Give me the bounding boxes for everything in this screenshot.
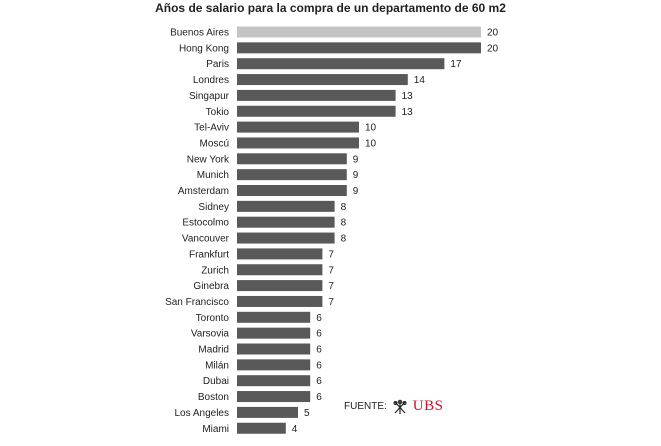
category-label-buenos-aires: Buenos Aires	[170, 28, 229, 39]
value-label-frankfurt: 7	[328, 249, 334, 260]
category-label-toronto: Toronto	[196, 313, 230, 324]
bar-londres	[237, 74, 408, 86]
category-label-ginebra: Ginebra	[193, 281, 229, 292]
category-label-san-francisco: San Francisco	[165, 297, 229, 308]
value-label-varsovia: 6	[316, 329, 322, 340]
bar-varsovia	[237, 327, 311, 339]
bar-amsterdam	[237, 185, 347, 196]
category-label-miami: Miami	[202, 424, 229, 435]
category-label-new-york: New York	[187, 154, 230, 165]
bar-sidney	[237, 200, 335, 212]
bar-madrid	[237, 343, 311, 355]
value-label-miami: 4	[292, 424, 298, 435]
bar-ginebra	[237, 280, 323, 292]
value-label-singapur: 13	[402, 91, 414, 102]
category-label-moscu: Moscú	[200, 138, 229, 149]
value-label-dubai: 6	[316, 376, 322, 387]
value-label-moscu: 10	[365, 138, 377, 149]
value-label-new-york: 9	[353, 154, 359, 165]
source-label: FUENTE:	[344, 401, 387, 412]
bar-buenos-aires	[237, 26, 481, 38]
value-label-boston: 6	[316, 392, 322, 403]
category-label-milan: Milán	[205, 360, 229, 371]
category-label-madrid: Madrid	[198, 345, 229, 356]
category-label-paris: Paris	[206, 59, 229, 70]
value-label-toronto: 6	[316, 313, 322, 324]
bar-frankfurt	[237, 248, 323, 260]
bar-los-angeles	[237, 406, 298, 418]
value-label-buenos-aires: 20	[487, 28, 499, 39]
bar-singapur	[237, 89, 396, 101]
bar-tokio	[237, 105, 396, 117]
value-label-estocolmo: 8	[341, 218, 347, 229]
category-label-frankfurt: Frankfurt	[189, 249, 229, 260]
bar-estocolmo	[237, 216, 335, 228]
category-label-los-angeles: Los Angeles	[175, 408, 230, 419]
bars-layer: Buenos Aires 20 Hong Kong 20 Paris 17 Londres 1…	[165, 26, 499, 435]
bar-hong-kong	[237, 42, 481, 54]
value-label-san-francisco: 7	[328, 297, 334, 308]
bar-munich	[237, 169, 347, 181]
value-label-vancouver: 8	[341, 234, 347, 245]
category-label-zurich: Zurich	[201, 265, 229, 276]
bar-san-francisco	[237, 295, 323, 307]
category-label-tokio: Tokio	[206, 107, 230, 118]
value-label-sidney: 8	[341, 202, 347, 213]
ubs-keys-icon	[393, 399, 407, 414]
value-label-amsterdam: 9	[353, 186, 359, 197]
category-label-boston: Boston	[198, 392, 229, 403]
category-label-varsovia: Varsovia	[191, 329, 230, 340]
value-label-los-angeles: 5	[304, 408, 310, 419]
value-label-ginebra: 7	[328, 281, 334, 292]
value-label-munich: 9	[353, 170, 359, 181]
category-label-amsterdam: Amsterdam	[178, 186, 229, 197]
value-label-milan: 6	[316, 360, 322, 371]
value-label-madrid: 6	[316, 345, 322, 356]
category-label-tel-aviv: Tel-Aviv	[194, 123, 229, 134]
bar-miami	[237, 422, 286, 434]
chart-title: Años de salario para la compra de un dep…	[155, 1, 506, 15]
value-label-hong-kong: 20	[487, 43, 499, 54]
source-credit: FUENTE: UBS	[344, 398, 443, 415]
bar-milan	[237, 359, 311, 371]
category-label-londres: Londres	[193, 75, 229, 86]
category-label-sidney: Sidney	[198, 202, 229, 213]
ubs-logo-text: UBS	[412, 398, 444, 414]
bar-zurich	[237, 264, 323, 276]
category-label-singapur: Singapur	[189, 91, 230, 102]
bar-vancouver	[237, 232, 335, 244]
bar-dubai	[237, 375, 311, 387]
bar-new-york	[237, 153, 347, 165]
bar-paris	[237, 58, 445, 70]
bar-boston	[237, 391, 311, 403]
value-label-zurich: 7	[328, 265, 334, 276]
bar-moscu	[237, 137, 359, 149]
bar-toronto	[237, 311, 311, 323]
category-label-hong-kong: Hong Kong	[179, 43, 229, 54]
category-label-munich: Munich	[197, 170, 229, 181]
value-label-paris: 17	[450, 59, 462, 70]
value-label-tel-aviv: 10	[365, 123, 377, 134]
category-label-estocolmo: Estocolmo	[182, 218, 229, 229]
value-label-tokio: 13	[402, 107, 414, 118]
bar-tel-aviv	[237, 121, 359, 133]
value-label-londres: 14	[414, 75, 426, 86]
category-label-vancouver: Vancouver	[182, 234, 230, 245]
category-label-dubai: Dubai	[203, 376, 229, 387]
